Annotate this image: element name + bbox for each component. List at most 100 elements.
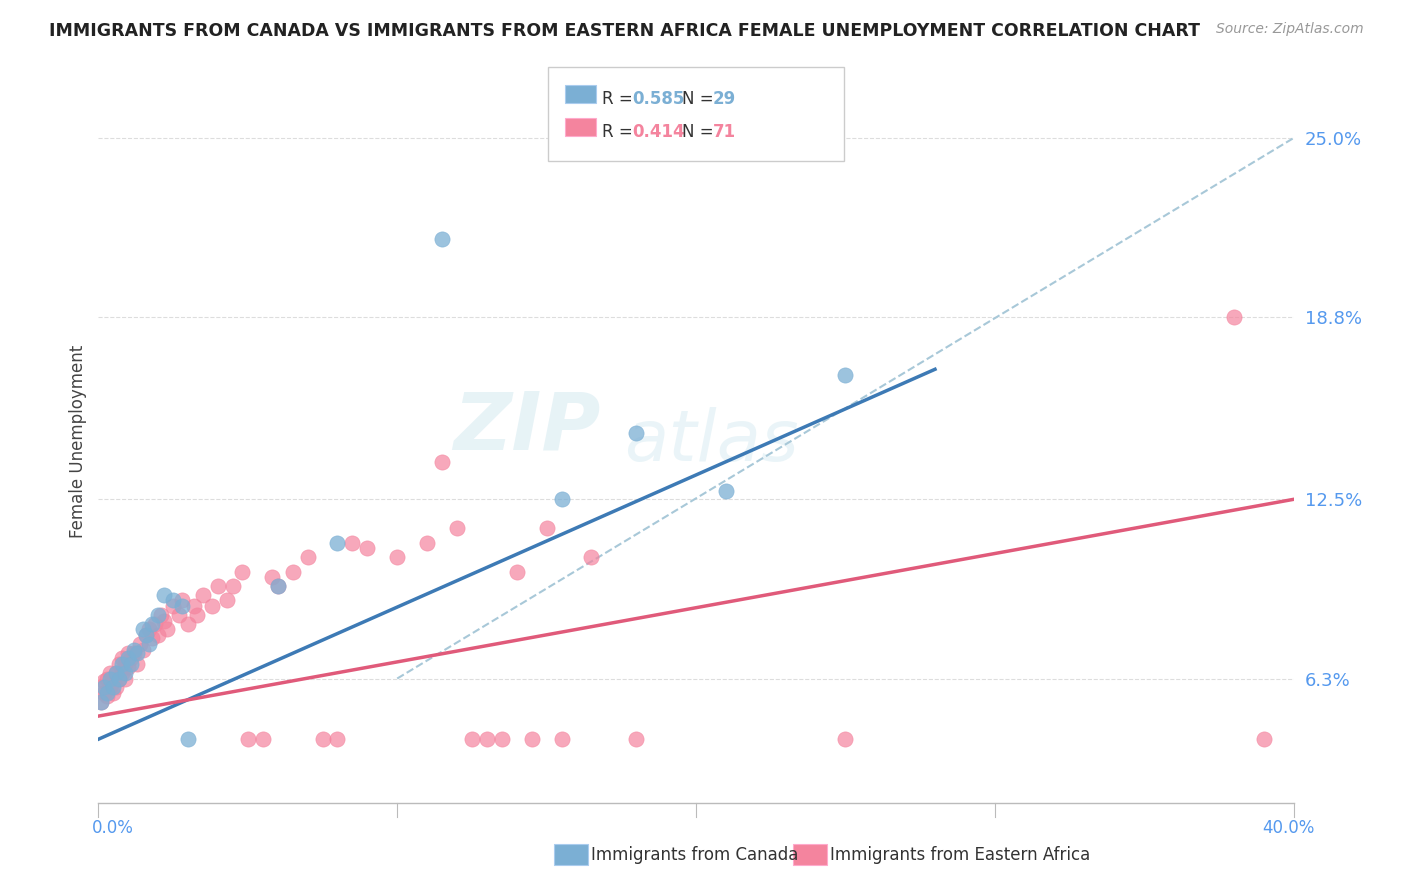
Point bbox=[103, 686, 125, 700]
Point bbox=[150, 607, 173, 622]
Text: Immigrants from Canada: Immigrants from Canada bbox=[591, 846, 797, 863]
Point bbox=[172, 599, 194, 614]
Point bbox=[491, 732, 513, 747]
Point bbox=[252, 732, 274, 747]
Point bbox=[96, 672, 118, 686]
Point bbox=[98, 680, 122, 694]
Point bbox=[162, 599, 184, 614]
Point bbox=[141, 631, 163, 645]
Point bbox=[231, 565, 253, 579]
Point bbox=[135, 628, 157, 642]
Point bbox=[191, 588, 214, 602]
Point bbox=[103, 674, 125, 689]
Point bbox=[90, 695, 112, 709]
Point bbox=[626, 425, 648, 440]
Point bbox=[120, 657, 142, 671]
Point bbox=[96, 689, 118, 703]
Point bbox=[117, 660, 139, 674]
Point bbox=[172, 593, 194, 607]
Point bbox=[117, 646, 139, 660]
Point bbox=[129, 637, 152, 651]
Point bbox=[506, 565, 529, 579]
Point bbox=[1223, 310, 1246, 325]
Point bbox=[520, 732, 543, 747]
Point bbox=[281, 565, 304, 579]
Text: ZIP: ZIP bbox=[453, 388, 600, 467]
Point bbox=[236, 732, 259, 747]
Point bbox=[127, 657, 149, 671]
Point bbox=[117, 651, 139, 665]
Point bbox=[148, 607, 170, 622]
Text: Immigrants from Eastern Africa: Immigrants from Eastern Africa bbox=[830, 846, 1090, 863]
Point bbox=[141, 616, 163, 631]
Point bbox=[446, 521, 468, 535]
Text: IMMIGRANTS FROM CANADA VS IMMIGRANTS FROM EASTERN AFRICA FEMALE UNEMPLOYMENT COR: IMMIGRANTS FROM CANADA VS IMMIGRANTS FRO… bbox=[49, 22, 1201, 40]
Point bbox=[342, 535, 364, 549]
Point bbox=[1253, 732, 1275, 747]
Point bbox=[96, 686, 118, 700]
Point bbox=[834, 368, 856, 382]
Point bbox=[124, 642, 146, 657]
Point bbox=[135, 628, 157, 642]
Point bbox=[90, 695, 112, 709]
Text: R =: R = bbox=[602, 90, 638, 108]
Point bbox=[714, 483, 737, 498]
Point bbox=[148, 628, 170, 642]
Point bbox=[267, 579, 290, 593]
Point bbox=[98, 665, 122, 680]
Point bbox=[127, 646, 149, 660]
Y-axis label: Female Unemployment: Female Unemployment bbox=[69, 345, 87, 538]
Text: 0.0%: 0.0% bbox=[91, 819, 134, 837]
Point bbox=[550, 732, 572, 747]
Point bbox=[114, 657, 136, 671]
Point bbox=[114, 665, 136, 680]
Text: Source: ZipAtlas.com: Source: ZipAtlas.com bbox=[1216, 22, 1364, 37]
Point bbox=[93, 680, 115, 694]
Point bbox=[311, 732, 333, 747]
Point bbox=[114, 672, 136, 686]
Point bbox=[326, 535, 349, 549]
Text: R =: R = bbox=[602, 123, 638, 141]
Point bbox=[111, 651, 134, 665]
Point bbox=[103, 680, 125, 694]
Point bbox=[108, 657, 131, 671]
Point bbox=[111, 657, 134, 671]
Point bbox=[201, 599, 224, 614]
Point bbox=[108, 672, 131, 686]
Point bbox=[430, 455, 453, 469]
Point bbox=[143, 616, 166, 631]
Point bbox=[550, 492, 572, 507]
Text: 0.585: 0.585 bbox=[633, 90, 685, 108]
Point bbox=[260, 570, 283, 584]
Point bbox=[90, 680, 112, 694]
Point bbox=[581, 550, 603, 565]
Point bbox=[186, 607, 208, 622]
Point bbox=[105, 665, 128, 680]
Point bbox=[111, 665, 134, 680]
Text: 71: 71 bbox=[713, 123, 735, 141]
Point bbox=[132, 623, 155, 637]
Point bbox=[153, 614, 176, 628]
Point bbox=[167, 607, 190, 622]
Point bbox=[124, 646, 146, 660]
Point bbox=[385, 550, 409, 565]
Text: N =: N = bbox=[682, 123, 718, 141]
Point bbox=[156, 623, 179, 637]
Point bbox=[177, 732, 200, 747]
Point bbox=[132, 642, 155, 657]
Point bbox=[207, 579, 229, 593]
Point bbox=[108, 672, 131, 686]
Point bbox=[326, 732, 349, 747]
Point bbox=[138, 623, 160, 637]
Point bbox=[177, 616, 200, 631]
Point bbox=[461, 732, 484, 747]
Text: atlas: atlas bbox=[624, 407, 799, 476]
Point bbox=[93, 674, 115, 689]
Point bbox=[267, 579, 290, 593]
Point bbox=[430, 232, 453, 246]
Text: 29: 29 bbox=[713, 90, 737, 108]
Point bbox=[297, 550, 319, 565]
Text: 40.0%: 40.0% bbox=[1263, 819, 1315, 837]
Point bbox=[120, 651, 142, 665]
Point bbox=[138, 637, 160, 651]
